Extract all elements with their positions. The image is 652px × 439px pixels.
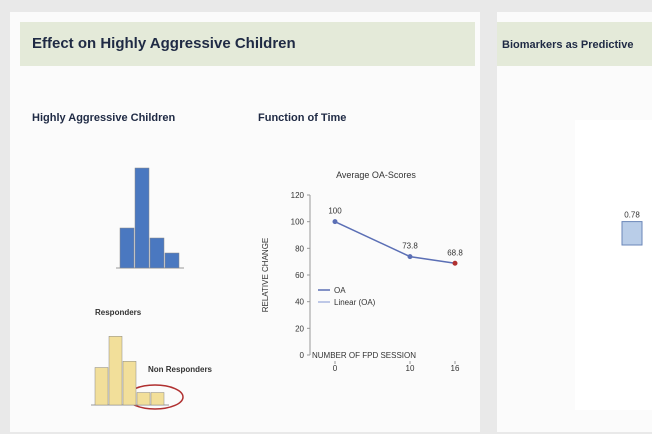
title-band xyxy=(497,22,652,66)
legend-label: OA xyxy=(334,286,346,295)
y-tick-label: 120 xyxy=(291,191,305,200)
x-tick-label: 10 xyxy=(406,364,415,373)
legend-label: Linear (OA) xyxy=(334,298,376,307)
data-label: 100 xyxy=(328,207,342,216)
histogram-bar xyxy=(119,227,135,269)
histogram-bar xyxy=(164,252,180,269)
annotation: Responders xyxy=(95,308,142,317)
histogram-bar xyxy=(150,392,165,406)
histogram-bar xyxy=(122,361,137,406)
bar xyxy=(621,221,643,246)
y-tick-label: 0 xyxy=(300,351,305,360)
histogram-bar xyxy=(149,237,165,269)
y-tick-label: 20 xyxy=(295,324,304,333)
histogram-bar xyxy=(134,167,150,269)
annotation: Non Responders xyxy=(148,365,213,374)
y-tick-label: 100 xyxy=(291,218,305,227)
chart-title: Average OA-Scores xyxy=(336,170,416,180)
y-tick-label: 40 xyxy=(295,298,304,307)
chart-area xyxy=(575,120,652,410)
histogram-bar xyxy=(94,367,109,406)
data-point xyxy=(452,260,458,266)
left-slide xyxy=(10,12,480,432)
histogram-bar xyxy=(108,336,123,406)
data-label: 73.8 xyxy=(402,242,418,251)
y-axis-label: RELATIVE CHANGE xyxy=(261,238,270,313)
slide-title: Biomarkers as Predictive xyxy=(502,39,633,51)
data-point xyxy=(332,219,338,225)
data-label: 68.8 xyxy=(447,248,463,257)
y-tick-label: 60 xyxy=(295,271,304,280)
slide-title: Effect on Highly Aggressive Children xyxy=(32,35,296,52)
x-tick-label: 0 xyxy=(333,364,338,373)
data-point xyxy=(407,254,413,260)
data-label: 0.78 xyxy=(624,211,640,220)
histogram-bar xyxy=(136,392,151,406)
section-title: Highly Aggressive Children xyxy=(32,112,176,124)
title-band xyxy=(20,22,475,66)
y-tick-label: 80 xyxy=(295,244,304,253)
x-axis-label: NUMBER OF FPD SESSION xyxy=(312,351,416,360)
x-tick-label: 16 xyxy=(451,364,460,373)
section-title: Function of Time xyxy=(258,112,346,124)
